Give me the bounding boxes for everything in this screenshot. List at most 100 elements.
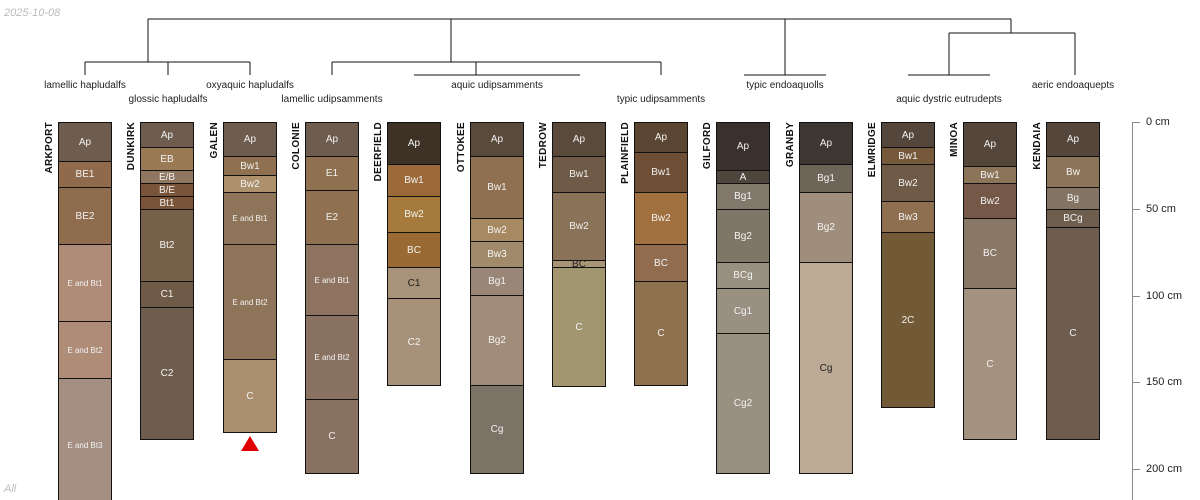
horizon: Bg2 bbox=[716, 210, 770, 263]
horizon: Ap bbox=[223, 122, 277, 157]
horizon: Bw2 bbox=[552, 193, 606, 261]
profile-name: DEERFIELD bbox=[373, 122, 384, 182]
horizon: BCg bbox=[716, 263, 770, 289]
horizon: Bg bbox=[1046, 188, 1100, 210]
horizon: Bw1 bbox=[552, 157, 606, 193]
horizon: E and Bt1 bbox=[58, 245, 112, 322]
horizon: Ap bbox=[140, 122, 194, 148]
profile-name: OTTOKEE bbox=[456, 122, 467, 173]
profile-name: MINOA bbox=[949, 122, 960, 157]
depth-axis bbox=[1132, 122, 1133, 500]
profile-name: GALEN bbox=[209, 122, 220, 159]
horizon: E and Bt2 bbox=[223, 245, 277, 360]
horizon: Bw2 bbox=[634, 193, 688, 245]
horizon: Ap bbox=[881, 122, 935, 148]
horizon: C bbox=[634, 282, 688, 386]
horizon: Bw1 bbox=[387, 165, 441, 197]
horizon: C bbox=[552, 268, 606, 387]
depth-tick-label: 200 cm bbox=[1146, 463, 1183, 475]
horizon: Bt1 bbox=[140, 197, 194, 210]
depth-tick bbox=[1132, 208, 1140, 210]
horizon: B/E bbox=[140, 184, 194, 197]
horizon: Ap bbox=[634, 122, 688, 153]
horizon: C2 bbox=[140, 308, 194, 440]
dendrogram-branch bbox=[744, 19, 826, 76]
horizon: BC bbox=[634, 245, 688, 282]
horizon: Bw2 bbox=[963, 184, 1017, 219]
profile-name: TEDROW bbox=[538, 122, 549, 169]
horizon: Bw1 bbox=[223, 157, 277, 176]
horizon: Bg1 bbox=[716, 184, 770, 210]
horizon: A bbox=[716, 171, 770, 184]
horizon: E1 bbox=[305, 157, 359, 191]
horizon: E and Bt2 bbox=[305, 316, 359, 400]
horizon: E/B bbox=[140, 171, 194, 184]
taxon-label: oxyaquic hapludalfs bbox=[206, 80, 294, 91]
profile-name: GRANBY bbox=[785, 122, 796, 168]
horizon: BC bbox=[387, 233, 441, 268]
taxon-label: glossic hapludalfs bbox=[128, 94, 208, 105]
horizon: BE2 bbox=[58, 188, 112, 245]
dendrogram-branch bbox=[84, 19, 251, 75]
taxon-label: typic endoaquolls bbox=[746, 80, 824, 91]
horizon: E and Bt1 bbox=[223, 193, 277, 245]
depth-tick bbox=[1132, 122, 1140, 123]
horizon: Bw1 bbox=[634, 153, 688, 193]
profile-name: PLAINFIELD bbox=[620, 122, 631, 184]
horizon: C bbox=[223, 360, 277, 433]
horizon: Ap bbox=[716, 122, 770, 171]
horizon: Bg1 bbox=[799, 165, 853, 193]
horizon: Bw2 bbox=[470, 219, 524, 242]
horizon: Cg2 bbox=[716, 334, 770, 474]
horizon: E and Bt3 bbox=[58, 379, 112, 500]
profile-name: ELMRIDGE bbox=[867, 122, 878, 178]
horizon: C bbox=[963, 289, 1017, 440]
horizon: BC bbox=[552, 259, 606, 270]
horizon: Bg2 bbox=[799, 193, 853, 263]
group-label: All bbox=[4, 483, 17, 495]
horizon: C1 bbox=[140, 282, 194, 308]
dendrogram-branch bbox=[331, 19, 662, 76]
horizon: Bw3 bbox=[470, 242, 524, 268]
taxon-label: lamellic hapludalfs bbox=[44, 80, 126, 91]
date-label: 2025-10-08 bbox=[4, 7, 61, 19]
horizon: Ap bbox=[470, 122, 524, 157]
horizon: Bw bbox=[1046, 157, 1100, 188]
taxon-label: lamellic udipsamments bbox=[281, 94, 383, 105]
dendrogram bbox=[84, 18, 1076, 76]
horizon: Bg2 bbox=[470, 296, 524, 386]
horizon: Ap bbox=[963, 122, 1017, 167]
horizon: Bt2 bbox=[140, 210, 194, 282]
profile-name: GILFORD bbox=[702, 122, 713, 170]
horizon: Cg bbox=[470, 386, 524, 474]
horizon: E2 bbox=[305, 191, 359, 245]
horizon: E and Bt2 bbox=[58, 322, 112, 379]
horizon: 2C bbox=[881, 233, 935, 408]
horizon: Ap bbox=[552, 122, 606, 157]
depth-tick bbox=[1132, 469, 1140, 470]
depth-tick-label: 50 cm bbox=[1146, 202, 1176, 215]
horizon: BE1 bbox=[58, 162, 112, 188]
horizon: Cg1 bbox=[716, 289, 770, 334]
taxon-label: aquic dystric eutrudepts bbox=[896, 94, 1002, 105]
horizon: EB bbox=[140, 148, 194, 171]
horizon: Bw2 bbox=[387, 197, 441, 233]
horizon: C bbox=[1046, 228, 1100, 440]
horizon: Ap bbox=[58, 122, 112, 162]
horizon: Bw1 bbox=[881, 148, 935, 165]
horizon: Bw1 bbox=[470, 157, 524, 219]
horizon: Ap bbox=[305, 122, 359, 157]
profile-name: ARKPORT bbox=[44, 122, 55, 174]
horizon: BCg bbox=[1046, 210, 1100, 228]
truncation-marker-icon bbox=[241, 435, 259, 451]
horizon: C2 bbox=[387, 299, 441, 386]
dendrogram-branch bbox=[908, 19, 1076, 76]
horizon: E and Bt1 bbox=[305, 245, 359, 316]
taxon-label: aeric endoaquepts bbox=[1031, 80, 1115, 91]
depth-tick-label: 150 cm bbox=[1146, 376, 1183, 389]
depth-tick bbox=[1132, 295, 1140, 297]
profile-name: COLONIE bbox=[291, 122, 302, 170]
horizon: Ap bbox=[799, 122, 853, 165]
horizon: C1 bbox=[387, 268, 441, 299]
